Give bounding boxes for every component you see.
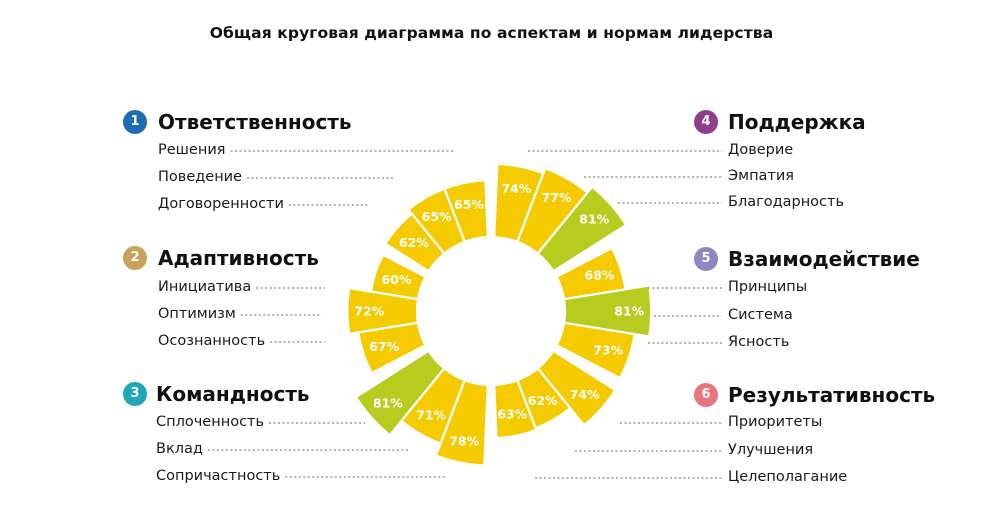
segment-value-label: 63% (497, 407, 527, 422)
chart-segment (555, 321, 636, 380)
chart-segment (536, 349, 617, 427)
segment-value-label: 73% (593, 342, 623, 357)
chart-segment (357, 321, 427, 375)
group-title: Ответственность (158, 110, 352, 134)
norm-label: Благодарность (728, 194, 845, 210)
chart-segment (354, 349, 446, 437)
norm-label: Поведение (158, 169, 243, 185)
segment-value-label: 65% (454, 197, 484, 212)
chart-segment (384, 212, 446, 273)
segment-value-label: 78% (449, 433, 479, 448)
norm-label: Решения (158, 142, 226, 158)
group-title: Поддержка (728, 110, 866, 134)
norm-label: Доверие (728, 142, 794, 158)
norm-label: Улучшения (728, 442, 814, 458)
chart-segment (493, 379, 538, 440)
group-number-badge: 2 (123, 246, 147, 270)
segment-value-label: 74% (501, 181, 531, 196)
chart-segment (562, 284, 653, 338)
chart-segment (400, 367, 466, 445)
group-number-badge: 3 (123, 382, 147, 406)
norm-label: Инициатива (158, 279, 252, 295)
norm-label: Эмпатия (728, 168, 795, 184)
norm-label: Сплоченность (156, 414, 265, 430)
norm-label: Осознанность (158, 333, 266, 349)
group-number-badge: 5 (694, 247, 718, 271)
segment-value-label: 62% (528, 393, 558, 408)
norm-label: Вклад (156, 441, 203, 457)
segment-value-label: 62% (399, 235, 429, 250)
group-title: Результативность (728, 383, 936, 407)
segment-value-label: 81% (614, 304, 644, 319)
chart-segment (369, 253, 427, 301)
chart-segment (443, 179, 489, 243)
norm-label: Ясность (728, 334, 790, 350)
segment-value-label: 72% (354, 304, 384, 319)
group-title: Командность (156, 382, 310, 406)
segment-value-label: 67% (369, 339, 399, 354)
chart-segment (536, 185, 628, 273)
norm-label: Сопричастность (156, 468, 281, 484)
segment-value-label: 65% (422, 209, 452, 224)
group-number-badge: 6 (694, 383, 718, 407)
norm-label: Оптимизм (158, 306, 236, 322)
chart-segment (434, 379, 489, 467)
segment-value-label: 68% (585, 268, 615, 283)
norm-label: Договоренности (158, 196, 284, 212)
segment-value-label: 60% (381, 272, 411, 287)
segment-value-label: 77% (541, 190, 571, 205)
norm-label: Система (728, 307, 793, 323)
chart-segment (346, 287, 420, 335)
group-title: Адаптивность (158, 246, 319, 270)
group-number-badge: 1 (123, 110, 147, 134)
group-number-badge: 4 (694, 110, 718, 134)
chart-segment (407, 187, 466, 255)
segment-value-label: 81% (579, 212, 609, 227)
norm-label: Приоритеты (728, 414, 823, 430)
norm-label: Целеполагание (728, 469, 848, 485)
norm-label: Принципы (728, 279, 808, 295)
segment-value-label: 71% (416, 407, 446, 422)
group-title: Взаимодействие (728, 247, 920, 271)
segment-value-label: 74% (570, 387, 600, 402)
chart-title: Общая круговая диаграмма по аспектам и н… (209, 24, 774, 42)
segment-value-label: 81% (373, 395, 403, 410)
